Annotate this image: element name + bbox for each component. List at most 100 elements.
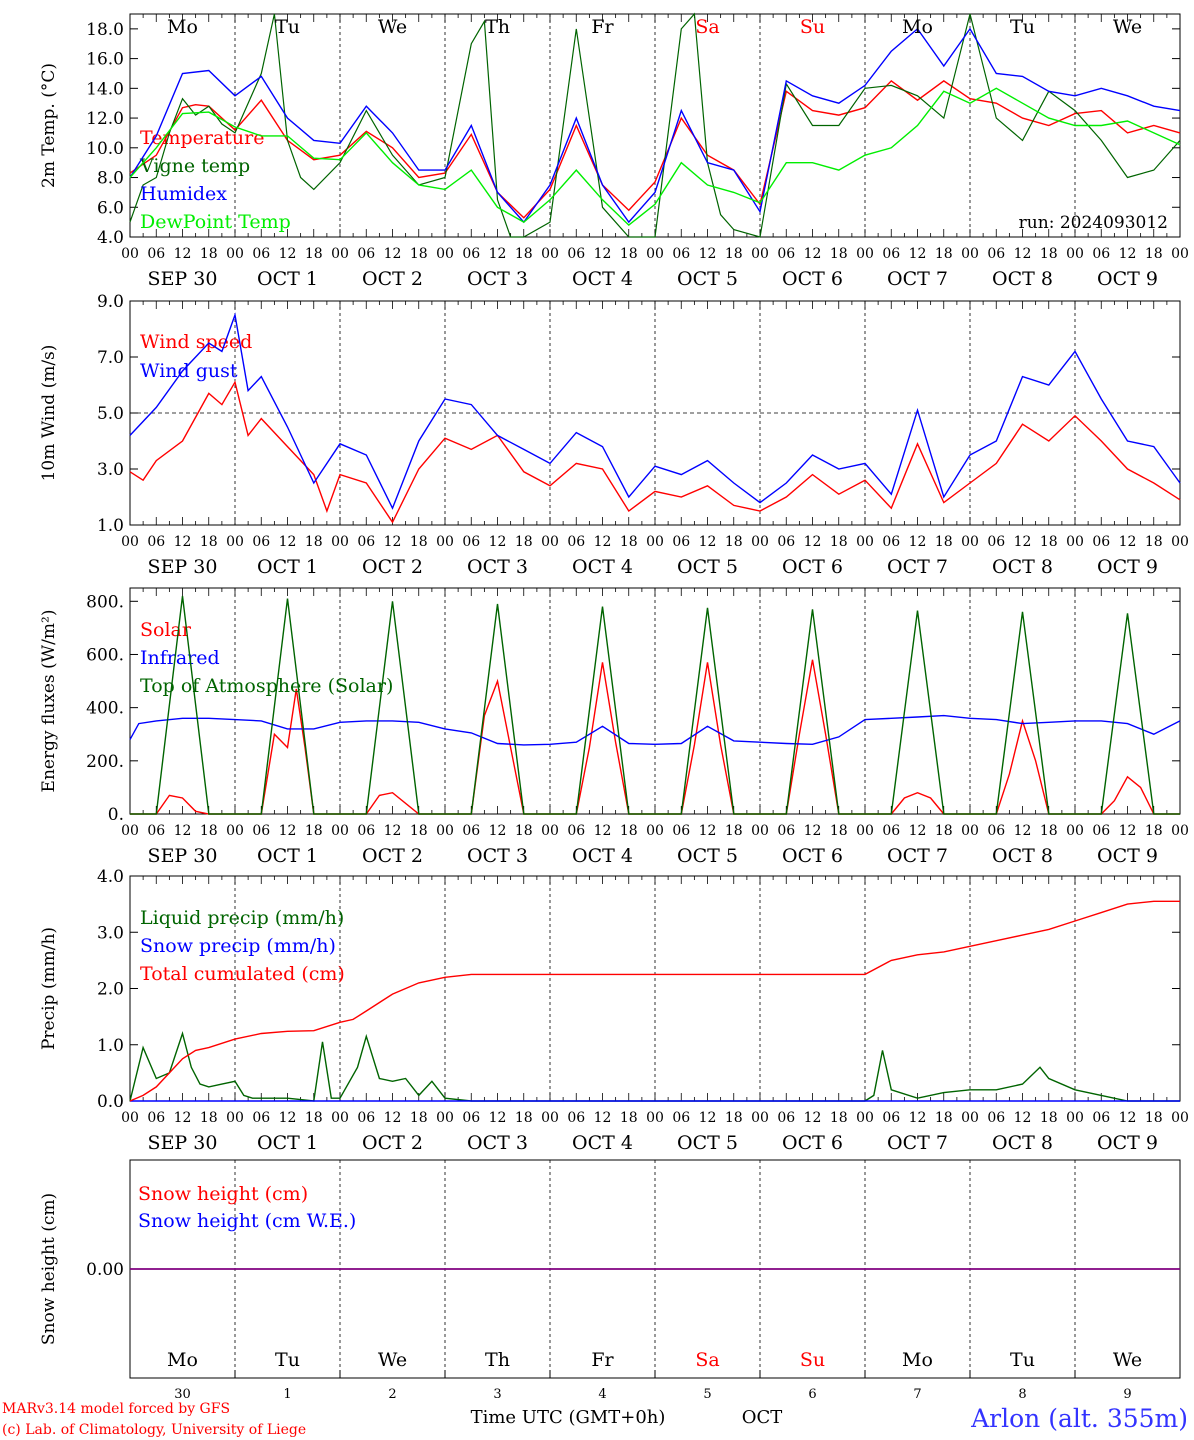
- hour-tick-label: 18: [725, 823, 743, 839]
- date-label: OCT 6: [782, 556, 843, 578]
- hour-tick-label: 12: [174, 246, 192, 262]
- hour-tick-label: 06: [987, 246, 1005, 262]
- y-tick-label: 18.0: [86, 20, 124, 40]
- date-label: SEP 30: [148, 268, 218, 290]
- day-number: 5: [703, 1387, 711, 1402]
- hour-tick-label: 12: [279, 246, 297, 262]
- date-label: OCT 9: [1097, 556, 1158, 578]
- date-label: OCT 6: [782, 1132, 843, 1154]
- hour-tick-label: 00: [121, 534, 139, 550]
- hour-tick-label: 18: [725, 1110, 743, 1126]
- hour-tick-label: 00: [1171, 534, 1189, 550]
- hour-tick-label: 06: [357, 534, 375, 550]
- date-label: OCT 8: [992, 1132, 1053, 1154]
- hour-tick-label: 06: [462, 1110, 480, 1126]
- day-number: 6: [808, 1387, 816, 1402]
- hour-tick-label: 06: [147, 1110, 165, 1126]
- date-label: OCT 5: [677, 556, 738, 578]
- date-label: OCT 5: [677, 268, 738, 290]
- hour-tick-label: 06: [147, 534, 165, 550]
- day-name: Mo: [902, 16, 933, 38]
- hour-tick-label: 00: [226, 823, 244, 839]
- hour-tick-label: 06: [1092, 246, 1110, 262]
- date-label: OCT 4: [572, 268, 633, 290]
- hour-tick-label: 06: [672, 823, 690, 839]
- day-name: Tu: [275, 16, 300, 38]
- hour-tick-label: 06: [672, 1110, 690, 1126]
- hour-tick-label: 00: [856, 246, 874, 262]
- hour-tick-label: 18: [935, 534, 953, 550]
- day-name: Tu: [1010, 1349, 1035, 1371]
- y-axis-label: Precip (mm/h): [39, 927, 59, 1050]
- series-line-2: [129, 12, 1181, 238]
- day-name: Th: [485, 16, 510, 38]
- hour-tick-label: 06: [1092, 823, 1110, 839]
- hour-tick-label: 00: [1171, 1110, 1189, 1126]
- hour-tick-label: 18: [410, 246, 428, 262]
- date-label: OCT 7: [887, 268, 948, 290]
- hour-tick-label: 12: [489, 246, 507, 262]
- hour-tick-label: 18: [830, 246, 848, 262]
- date-label: OCT 9: [1097, 268, 1158, 290]
- hour-tick-label: 00: [226, 246, 244, 262]
- hour-tick-label: 12: [174, 1110, 192, 1126]
- station-label: Arlon (alt. 355m): [970, 1404, 1188, 1433]
- y-axis-label: Energy fluxes (W/m²): [39, 610, 59, 793]
- y-tick-label: 9.0: [97, 292, 124, 312]
- hour-tick-label: 06: [882, 534, 900, 550]
- y-tick-label: 200.: [86, 752, 124, 772]
- hour-tick-label: 00: [541, 1110, 559, 1126]
- date-label: OCT 2: [362, 1132, 423, 1154]
- day-number: 3: [493, 1387, 501, 1402]
- legend-entry: DewPoint Temp: [140, 211, 291, 233]
- y-axis-label: Snow height (cm): [39, 1193, 59, 1345]
- date-label: OCT 6: [782, 845, 843, 867]
- hour-tick-label: 00: [331, 534, 349, 550]
- hour-tick-label: 00: [121, 1110, 139, 1126]
- day-name: Sa: [695, 1349, 719, 1371]
- hour-tick-label: 06: [357, 1110, 375, 1126]
- legend-entry: Total cumulated (cm): [140, 963, 345, 985]
- hour-tick-label: 06: [882, 246, 900, 262]
- hour-tick-label: 18: [305, 246, 323, 262]
- date-label: OCT 4: [572, 845, 633, 867]
- hour-tick-label: 00: [436, 534, 454, 550]
- hour-tick-label: 06: [987, 1110, 1005, 1126]
- hour-tick-label: 18: [1145, 246, 1163, 262]
- hour-tick-label: 00: [961, 246, 979, 262]
- date-label: OCT 1: [257, 845, 318, 867]
- hour-tick-label: 18: [935, 246, 953, 262]
- hour-tick-label: 06: [147, 823, 165, 839]
- hour-tick-label: 00: [961, 534, 979, 550]
- hour-tick-label: 00: [751, 246, 769, 262]
- date-label: OCT 2: [362, 845, 423, 867]
- hour-tick-label: 00: [961, 823, 979, 839]
- day-number: 7: [913, 1387, 921, 1402]
- hour-tick-label: 00: [856, 534, 874, 550]
- day-name: Mo: [902, 1349, 933, 1371]
- copyright-credit: (c) Lab. of Climatology, University of L…: [2, 1422, 306, 1438]
- date-label: OCT 2: [362, 268, 423, 290]
- hour-tick-label: 12: [1014, 1110, 1032, 1126]
- hour-tick-label: 00: [751, 823, 769, 839]
- day-number: 2: [388, 1387, 396, 1402]
- y-tick-label: 6.0: [97, 198, 124, 218]
- hour-tick-label: 12: [279, 823, 297, 839]
- day-name: We: [378, 16, 407, 38]
- hour-tick-label: 12: [489, 534, 507, 550]
- hour-tick-label: 06: [777, 823, 795, 839]
- hour-tick-label: 12: [1014, 823, 1032, 839]
- hour-tick-label: 00: [1066, 1110, 1084, 1126]
- hour-tick-label: 00: [1066, 534, 1084, 550]
- legend-entry: Snow precip (mm/h): [140, 935, 336, 957]
- hour-tick-label: 00: [751, 1110, 769, 1126]
- hour-tick-label: 06: [462, 246, 480, 262]
- y-axis-label: 2m Temp. (°C): [39, 63, 59, 188]
- hour-tick-label: 12: [1014, 246, 1032, 262]
- day-name: We: [1113, 16, 1142, 38]
- date-label: OCT 7: [887, 556, 948, 578]
- hour-tick-label: 06: [777, 246, 795, 262]
- model-credit: MARv3.14 model forced by GFS: [2, 1401, 230, 1417]
- hour-tick-label: 18: [410, 823, 428, 839]
- hour-tick-label: 18: [200, 823, 218, 839]
